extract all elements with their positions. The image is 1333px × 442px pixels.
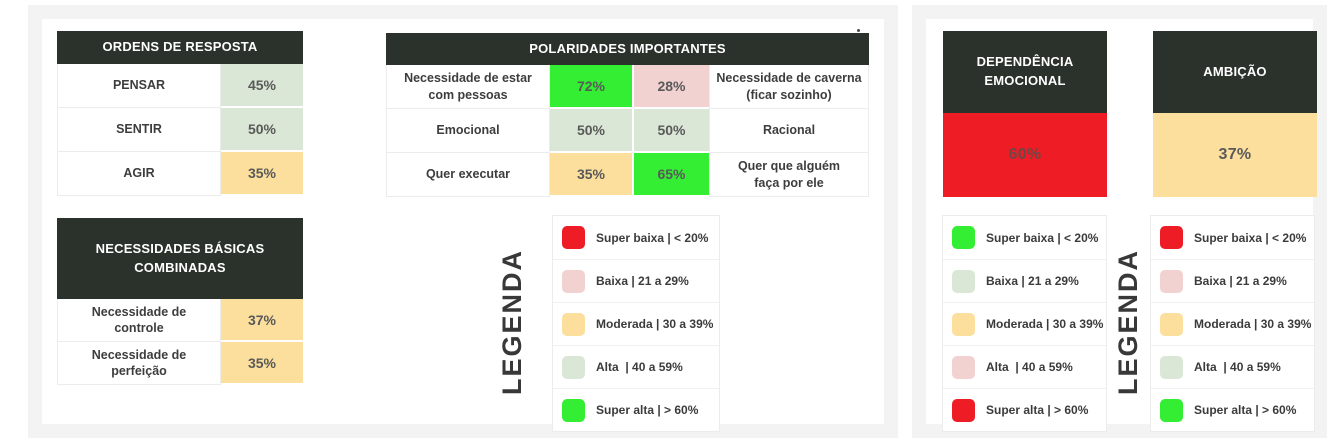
ambicao-value: 37% [1153,113,1317,197]
legend-item: Super baixa | < 20% [1151,216,1314,259]
ambicao-header: AMBIÇÃO [1153,31,1317,113]
stray-dot-artifact [857,29,860,32]
polaridade-right-label: Necessidade de caverna (ficar sozinho) [709,65,869,109]
polaridade-left-value: 72% [550,65,632,109]
report-panel-right: DEPENDÊNCIA EMOCIONAL 60% AMBIÇÃO 37% Su… [912,5,1327,438]
polaridade-left-label: Quer executar [386,153,550,197]
legend-item: Baixa | 21 a 29% [943,259,1106,302]
table-row: SENTIR 50% [57,108,303,152]
polaridade-right-label: Quer que alguém faça por ele [709,153,869,197]
dependencia-value: 60% [943,113,1107,197]
legend-item-label: Moderada | 30 a 39% [1194,317,1312,331]
legend-item: Alta | 40 a 59% [1151,345,1314,388]
legend-item: Moderada | 30 a 39% [943,302,1106,345]
legend-dependencia: Super baixa | < 20% Baixa | 21 a 29% Mod… [942,215,1107,432]
ambicao-table: AMBIÇÃO 37% [1153,31,1317,197]
legend-swatch-moderada [1160,312,1183,336]
legend-swatch-super-alta [562,398,585,422]
legend-item-label: Baixa | 21 a 29% [596,274,689,288]
necessidades-header: NECESSIDADES BÁSICAS COMBINADAS [57,218,303,299]
table-row: Necessidade de perfeição 35% [57,342,303,385]
ordens-row-label: PENSAR [57,64,221,108]
ordens-row-value: 35% [221,152,303,196]
necessidades-row-label: Necessidade de perfeição [57,342,221,385]
polaridade-left-value: 50% [550,109,632,153]
legend-main: Super baixa | < 20% Baixa | 21 a 29% Mod… [552,215,720,432]
legend-item: Alta | 40 a 59% [553,345,719,388]
legend-item: Baixa | 21 a 29% [553,259,719,302]
legend-item: Moderada | 30 a 39% [553,302,719,345]
table-row: Emocional 50% 50% Racional [386,109,869,153]
legend-item: Super baixa | < 20% [553,216,719,259]
legend-swatch-super-baixa [562,226,585,249]
ordens-row-value: 45% [221,64,303,108]
legend-swatch-alta [952,355,975,379]
legend-swatch-super-baixa [952,226,975,249]
polaridade-right-value: 65% [632,153,709,197]
dependencia-header: DEPENDÊNCIA EMOCIONAL [943,31,1107,113]
legend-item-label: Baixa | 21 a 29% [1194,274,1287,288]
table-row: Necessidade de estar com pessoas 72% 28%… [386,65,869,109]
legend-swatch-super-baixa [1160,226,1183,249]
legend-item-label: Super alta | > 60% [1194,403,1297,417]
necessidades-row-value: 37% [221,299,303,342]
legenda-vertical-title: LEGENDA [496,249,527,396]
legend-item-label: Super baixa | < 20% [1194,230,1307,245]
ordens-header: ORDENS DE RESPOSTA [57,31,303,64]
legend-swatch-super-alta [952,398,975,422]
legend-item: Baixa | 21 a 29% [1151,259,1314,302]
legend-item-label: Baixa | 21 a 29% [986,274,1079,288]
legend-item-label: Moderada | 30 a 39% [986,317,1104,331]
legend-swatch-moderada [562,312,585,336]
legend-item-label: Alta | 40 a 59% [596,360,683,374]
necessidades-row-value: 35% [221,342,303,385]
legend-item-label: Alta | 40 a 59% [986,360,1073,374]
ordens-row-label: SENTIR [57,108,221,152]
legend-item: Alta | 40 a 59% [943,345,1106,388]
legend-item: Super alta | > 60% [553,388,719,431]
polaridade-right-label: Racional [709,109,869,153]
legend-ambicao: Super baixa | < 20% Baixa | 21 a 29% Mod… [1150,215,1315,432]
table-row: Quer executar 35% 65% Quer que alguém fa… [386,153,869,197]
polaridades-header: POLARIDADES IMPORTANTES [386,33,869,65]
polaridade-left-value: 35% [550,153,632,197]
legend-item: Super alta | > 60% [1151,388,1314,431]
necessidades-basicas-table: NECESSIDADES BÁSICAS COMBINADAS Necessid… [57,218,303,385]
report-panel-left: ORDENS DE RESPOSTA PENSAR 45% SENTIR 50%… [28,5,898,438]
legend-swatch-baixa [562,269,585,293]
legend-item-label: Super alta | > 60% [596,403,699,417]
legend-item-label: Moderada | 30 a 39% [596,317,714,331]
polaridades-table: POLARIDADES IMPORTANTES Necessidade de e… [386,33,869,197]
table-row: Necessidade de controle 37% [57,299,303,342]
legend-swatch-baixa [1160,269,1183,293]
polaridade-right-value: 50% [632,109,709,153]
ordens-row-value: 50% [221,108,303,152]
legend-item-label: Super alta | > 60% [986,403,1089,417]
ordens-de-resposta-table: ORDENS DE RESPOSTA PENSAR 45% SENTIR 50%… [57,31,303,196]
legend-swatch-baixa [952,269,975,293]
legend-swatch-moderada [952,312,975,336]
necessidades-row-label: Necessidade de controle [57,299,221,342]
legend-swatch-alta [562,355,585,379]
legend-item: Moderada | 30 a 39% [1151,302,1314,345]
legend-swatch-super-alta [1160,398,1183,422]
legend-item-label: Alta | 40 a 59% [1194,360,1281,374]
legenda-vertical-title: LEGENDA [1112,249,1143,396]
legend-item-label: Super baixa | < 20% [596,230,709,245]
polaridade-left-label: Emocional [386,109,550,153]
legend-item: Super baixa | < 20% [943,216,1106,259]
legend-swatch-alta [1160,355,1183,379]
legend-item: Super alta | > 60% [943,388,1106,431]
table-row: PENSAR 45% [57,64,303,108]
ordens-row-label: AGIR [57,152,221,196]
dependencia-emocional-table: DEPENDÊNCIA EMOCIONAL 60% [943,31,1107,197]
legend-item-label: Super baixa | < 20% [986,230,1099,245]
polaridade-left-label: Necessidade de estar com pessoas [386,65,550,109]
table-row: AGIR 35% [57,152,303,196]
polaridade-right-value: 28% [632,65,709,109]
